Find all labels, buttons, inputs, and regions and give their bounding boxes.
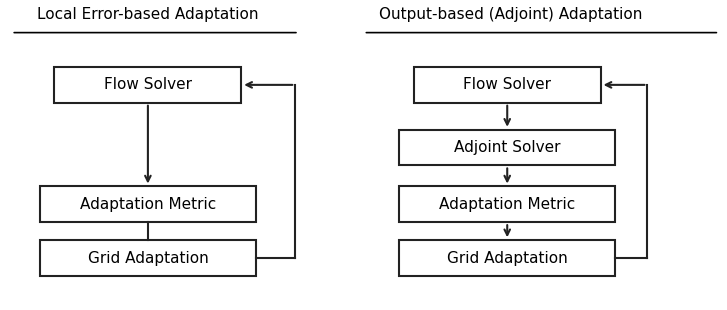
- Bar: [399, 130, 615, 166]
- Bar: [399, 240, 615, 276]
- Text: Adaptation Metric: Adaptation Metric: [439, 197, 575, 212]
- Bar: [40, 240, 256, 276]
- Text: Flow Solver: Flow Solver: [463, 78, 551, 92]
- Text: Output-based (Adjoint) Adaptation: Output-based (Adjoint) Adaptation: [379, 7, 643, 22]
- Bar: [55, 67, 241, 103]
- Text: Local Error-based Adaptation: Local Error-based Adaptation: [37, 7, 259, 22]
- Text: Grid Adaptation: Grid Adaptation: [87, 250, 208, 266]
- Text: Flow Solver: Flow Solver: [104, 78, 192, 92]
- Bar: [40, 186, 256, 222]
- Text: Adaptation Metric: Adaptation Metric: [80, 197, 216, 212]
- Bar: [414, 67, 601, 103]
- Bar: [399, 186, 615, 222]
- Text: Grid Adaptation: Grid Adaptation: [447, 250, 568, 266]
- Text: Adjoint Solver: Adjoint Solver: [454, 140, 561, 155]
